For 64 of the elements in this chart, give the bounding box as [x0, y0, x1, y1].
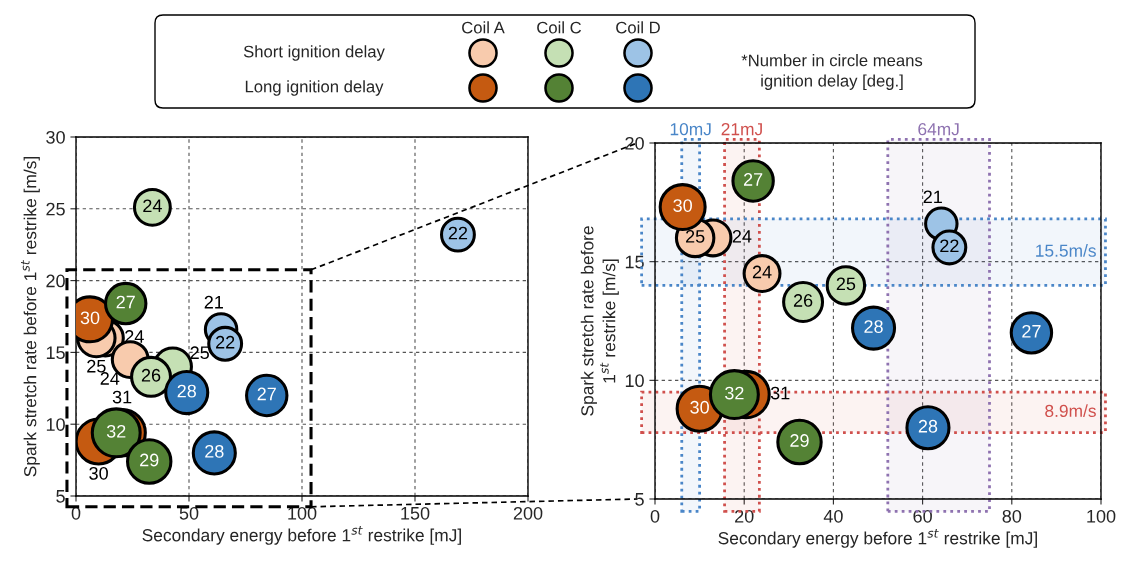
band-label: 21mJ: [721, 123, 762, 136]
annotation: 32: [725, 386, 744, 400]
annotation: 30: [690, 400, 709, 414]
x-tick-label: 0: [650, 509, 660, 523]
annotation: 27: [743, 173, 763, 186]
x-tick-label: 200: [513, 506, 543, 520]
annotation: 27: [257, 387, 276, 401]
y-tick-label: 15: [46, 346, 65, 360]
x-tick-label: 150: [401, 506, 430, 520]
text: Coil A: [462, 21, 505, 34]
annotation: 22: [940, 239, 959, 253]
annotation: 28: [177, 384, 196, 398]
annotation: 24: [732, 229, 752, 243]
annotation: 26: [793, 294, 813, 307]
annotation: 24: [143, 199, 162, 213]
annotation: 25: [686, 229, 705, 243]
x-axis-title: Secondary energy before 1$^{st}$ restrike [mJ]: [718, 529, 1037, 548]
annotation: 24: [752, 265, 772, 279]
annotation: 28: [864, 320, 883, 333]
annotation: 30: [80, 311, 100, 325]
annotation: 22: [216, 335, 235, 349]
annotation: 26: [141, 368, 161, 382]
y-tick-label: 5: [56, 490, 65, 503]
y-axis-title: Spark stretch rate before 1$^{st}$ restrike [m/s]: [21, 157, 40, 477]
y-tick-label: 15: [625, 255, 644, 269]
text: Coil C: [537, 21, 582, 34]
annotation: 28: [205, 444, 224, 458]
x-tick-label: 80: [1002, 509, 1022, 523]
annotation: 22: [448, 226, 468, 240]
annotation: 28: [918, 419, 938, 433]
annotation: 25: [87, 359, 106, 373]
text: *Number in circle means ignition delay [deg.]: [741, 54, 923, 90]
y-tick-label: 30: [46, 130, 65, 144]
annotation: 25: [190, 346, 209, 360]
text: Short ignition delay: [243, 45, 385, 61]
y-tick-label: 10: [46, 418, 65, 431]
annotation: 27: [1022, 324, 1041, 338]
band-label: 8.9m/s: [1045, 404, 1096, 418]
x-tick-label: 100: [1087, 509, 1116, 523]
x-axis-title: Secondary energy before 1$^{st}$ restrike [mJ]: [142, 526, 461, 545]
text: Coil D: [616, 21, 660, 34]
annotation: 24: [100, 372, 120, 385]
band-label: 15.5m/s: [1036, 244, 1096, 257]
x-tick-label: 100: [288, 506, 317, 520]
annotation: 30: [89, 466, 108, 480]
y-tick-label: 20: [625, 136, 644, 150]
x-tick-label: 40: [823, 509, 843, 523]
annotation: 27: [116, 295, 135, 309]
y-tick-label: 25: [46, 202, 65, 216]
text: Long ignition delay: [245, 80, 384, 96]
annotation: 31: [112, 390, 132, 404]
band-label: 64mJ: [918, 123, 959, 136]
annotation: 31: [770, 386, 790, 400]
y-tick-label: 20: [46, 274, 65, 288]
annotation: 29: [140, 453, 159, 467]
annotation: 21: [204, 295, 223, 309]
band-label: 10mJ: [670, 123, 711, 136]
annotation: 30: [673, 199, 692, 212]
annotation: 29: [790, 434, 809, 447]
annotation: 21: [923, 190, 942, 204]
y-tick-label: 10: [625, 374, 644, 388]
y-tick-label: 5: [635, 493, 644, 506]
annotation: 25: [836, 277, 856, 291]
y-axis-title: Spark stretch rate before 1$^{st}$ restrike [m/s]: [580, 226, 619, 416]
